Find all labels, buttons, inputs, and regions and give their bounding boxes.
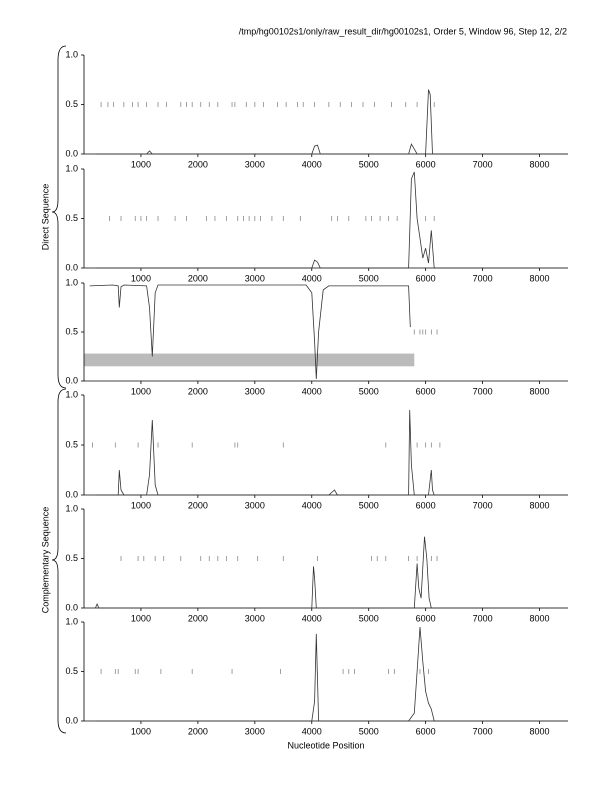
y-tick-label: 1.0	[65, 616, 78, 626]
chart-title: /tmp/hg00102s1/only/raw_result_dir/hg001…	[239, 26, 567, 36]
x-tick-label: 1000	[131, 273, 151, 283]
x-tick-label: 5000	[359, 159, 379, 169]
x-tick-label: 6000	[416, 500, 436, 510]
data-line	[95, 89, 568, 155]
x-tick-label: 1000	[131, 613, 151, 623]
x-tick-label: 3000	[245, 726, 265, 736]
x-tick-label: 6000	[416, 726, 436, 736]
y-tick-label: 0.5	[65, 213, 78, 223]
x-tick-label: 5000	[359, 726, 379, 736]
x-tick-label: 3000	[245, 273, 265, 283]
x-tick-label: 7000	[473, 386, 493, 396]
y-tick-label: 0.5	[65, 439, 78, 449]
x-tick-label: 5000	[359, 500, 379, 510]
x-tick-label: 2000	[188, 500, 208, 510]
y-tick-label: 0.0	[65, 375, 78, 385]
y-tick-label: 0.5	[65, 553, 78, 563]
x-tick-label: 7000	[473, 500, 493, 510]
x-tick-label: 8000	[530, 159, 550, 169]
x-tick-label: 7000	[473, 159, 493, 169]
group-label: Complementary Sequence	[40, 507, 50, 614]
x-axis-label: Nucleotide Position	[287, 740, 364, 750]
x-tick-label: 8000	[530, 273, 550, 283]
x-tick-label: 3000	[245, 613, 265, 623]
x-tick-label: 3000	[245, 500, 265, 510]
x-tick-label: 5000	[359, 613, 379, 623]
x-tick-label: 7000	[473, 726, 493, 736]
y-tick-label: 1.0	[65, 163, 78, 173]
x-tick-label: 6000	[416, 386, 436, 396]
data-line	[95, 626, 568, 722]
x-tick-label: 8000	[530, 613, 550, 623]
band	[84, 353, 415, 367]
y-tick-label: 0.5	[65, 666, 78, 676]
y-tick-label: 0.0	[65, 262, 78, 272]
y-tick-label: 0.5	[65, 326, 78, 336]
x-tick-label: 2000	[188, 386, 208, 396]
y-tick-label: 1.0	[65, 49, 78, 59]
data-line	[95, 536, 568, 609]
y-tick-label: 1.0	[65, 277, 78, 287]
x-tick-label: 5000	[359, 273, 379, 283]
group-label: Direct Sequence	[40, 184, 50, 251]
x-tick-label: 4000	[302, 726, 322, 736]
data-line	[89, 284, 411, 380]
y-tick-label: 0.0	[65, 715, 78, 725]
data-line	[95, 171, 568, 269]
x-tick-label: 2000	[188, 613, 208, 623]
x-tick-label: 5000	[359, 386, 379, 396]
x-tick-label: 4000	[302, 613, 322, 623]
x-tick-label: 1000	[131, 159, 151, 169]
x-tick-label: 4000	[302, 500, 322, 510]
brace-direct	[51, 45, 67, 389]
x-tick-label: 8000	[530, 386, 550, 396]
x-tick-label: 2000	[188, 726, 208, 736]
x-tick-label: 2000	[188, 273, 208, 283]
x-tick-label: 6000	[416, 613, 436, 623]
x-tick-label: 6000	[416, 273, 436, 283]
x-tick-label: 4000	[302, 273, 322, 283]
x-tick-label: 4000	[302, 386, 322, 396]
y-tick-label: 1.0	[65, 389, 78, 399]
brace-complementary	[51, 388, 67, 734]
x-tick-label: 3000	[245, 386, 265, 396]
x-tick-label: 1000	[131, 726, 151, 736]
y-tick-label: 0.0	[65, 148, 78, 158]
x-tick-label: 7000	[473, 613, 493, 623]
y-tick-label: 1.0	[65, 503, 78, 513]
y-tick-label: 0.0	[65, 602, 78, 612]
x-tick-label: 8000	[530, 500, 550, 510]
x-tick-label: 1000	[131, 500, 151, 510]
x-tick-label: 4000	[302, 159, 322, 169]
y-tick-label: 0.0	[65, 489, 78, 499]
x-tick-label: 7000	[473, 273, 493, 283]
x-tick-label: 2000	[188, 159, 208, 169]
x-tick-label: 3000	[245, 159, 265, 169]
y-tick-label: 0.5	[65, 99, 78, 109]
x-tick-label: 6000	[416, 159, 436, 169]
x-tick-label: 1000	[131, 386, 151, 396]
data-line	[95, 409, 568, 496]
x-tick-label: 8000	[530, 726, 550, 736]
